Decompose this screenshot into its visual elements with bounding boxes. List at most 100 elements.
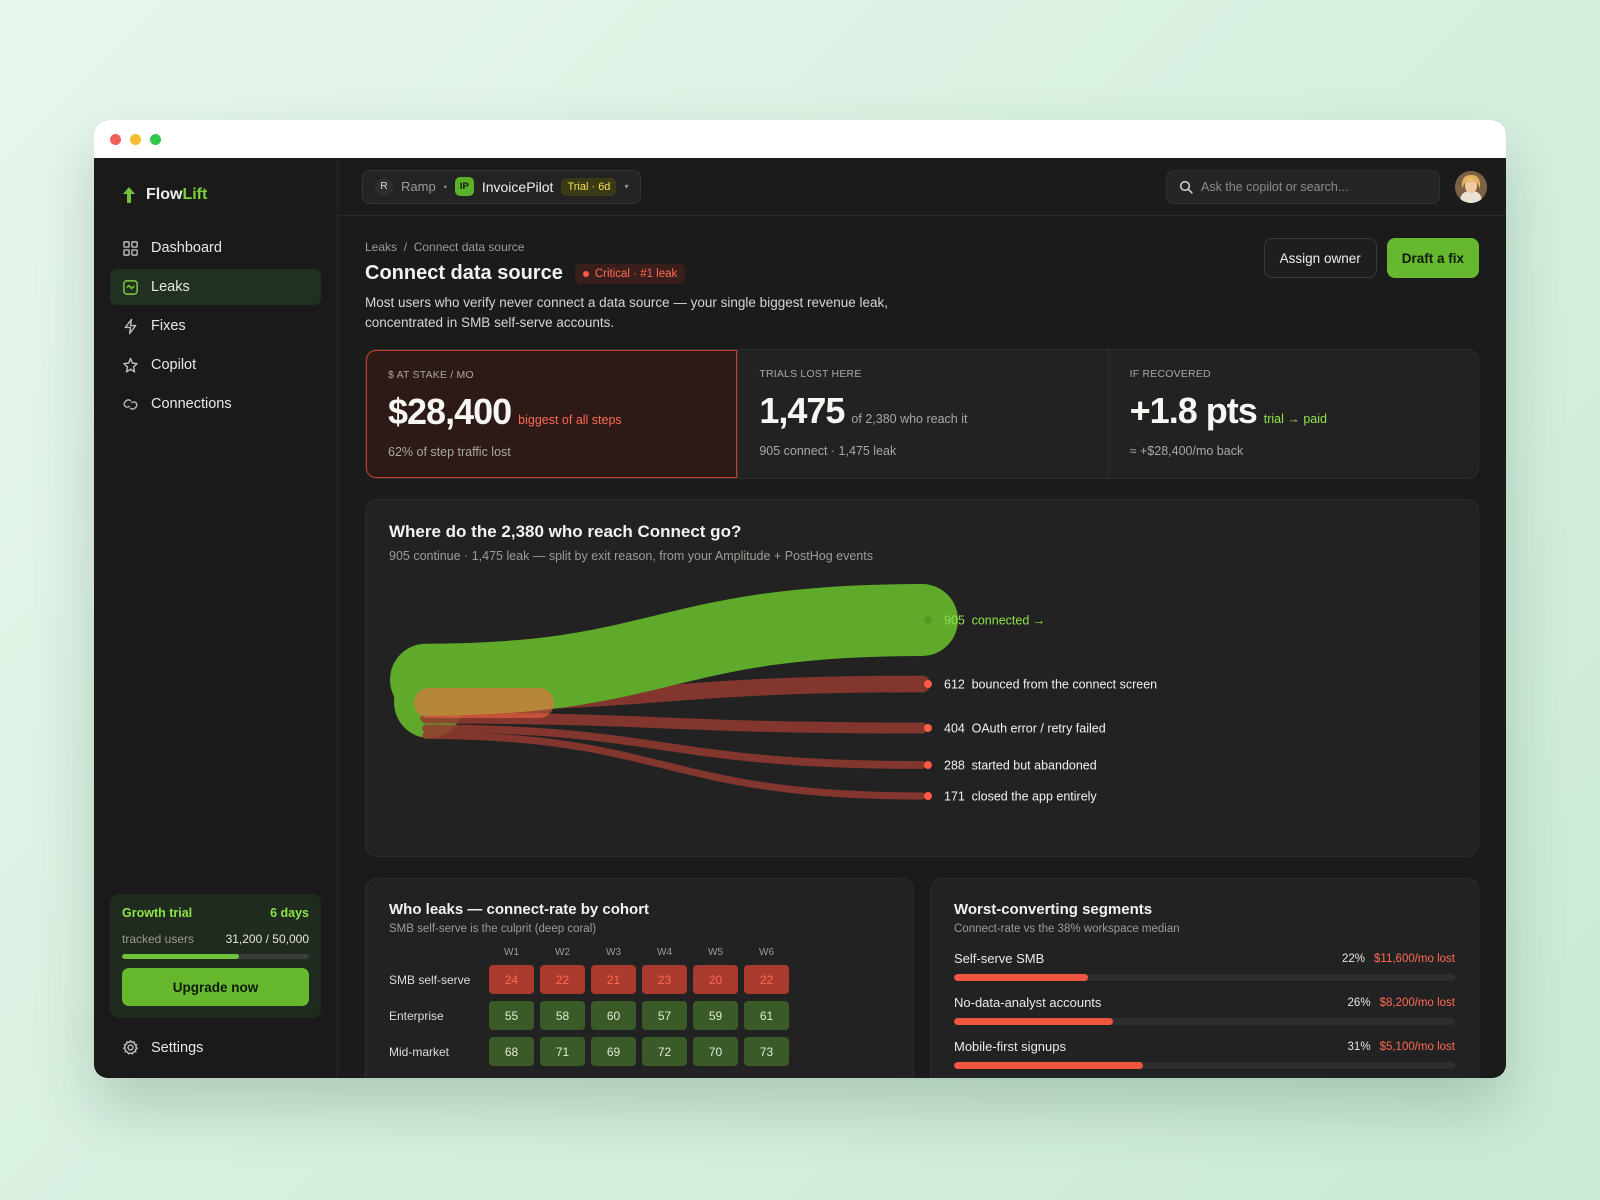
segment-lost: $5,100/mo lost [1379,1040,1455,1053]
assign-owner-button[interactable]: Assign owner [1263,238,1377,278]
segment-bar-fill [954,974,1089,981]
flow-subtitle: 905 continue · 1,475 leak — split by exi… [389,549,873,563]
sparkle-icon [123,357,138,373]
close-window-button[interactable] [110,133,121,145]
bolt-icon [124,318,137,334]
sidebar-item-settings[interactable]: Settings [122,1039,203,1056]
stat-at-stake: $ AT STAKE / MO $28,400 biggest of all s… [366,350,738,478]
sidebar: FlowLift Dashboard Leaks Fixes Copilot [94,158,338,1078]
heatmap-cell[interactable]: 22 [744,965,789,994]
segment-bar [954,974,1455,981]
flow-endpoint-dot [924,761,932,769]
heatmap-cell[interactable]: 69 [591,1037,636,1066]
heatmap-cell[interactable]: 58 [540,1001,585,1030]
stat-aside: of 2,380 who reach it [851,412,968,426]
heatmap-cell[interactable]: 55 [489,1001,534,1030]
sidebar-item-connections[interactable]: Connections [110,386,321,422]
heatmap-cell[interactable]: 68 [489,1037,534,1066]
stat-trials-lost: TRIALS LOST HERE 1,475 of 2,380 who reac… [737,350,1107,478]
flow-branch-count: 404 [944,722,965,736]
cohort-title: Who leaks — connect-rate by cohort [389,901,650,918]
segment-lost: $11,600/mo lost [1374,952,1455,965]
heatmap-cell[interactable]: 21 [591,965,636,994]
minimize-window-button[interactable] [130,133,141,145]
sidebar-item-label: Fixes [151,318,186,334]
sidebar-item-dashboard[interactable]: Dashboard [110,230,321,266]
heatmap-cell[interactable]: 61 [744,1001,789,1030]
gear-icon [122,1039,139,1055]
draft-fix-button[interactable]: Draft a fix [1386,238,1479,278]
flow-branch-5 [422,731,926,800]
sidebar-item-copilot[interactable]: Copilot [110,347,321,383]
flow-branch-count: 905 [944,614,965,628]
flow-card: 905 connected → 612 bounced from the connec… [365,499,1479,857]
stat-aside: biggest of all steps [518,413,622,427]
logo[interactable]: FlowLift [110,180,321,210]
maximize-window-button[interactable] [150,133,161,145]
heatmap-cell[interactable]: 22 [540,965,585,994]
heatmap-week-label: W1 [504,947,519,958]
sidebar-item-label: Leaks [151,279,190,295]
heatmap-row-label: Enterprise [389,1008,444,1023]
segment-row[interactable]: No-data-analyst accounts 26% $8,200/mo los… [954,995,1455,1025]
cohort-heatmap: W1 W2 W3 W4 W5 W6 SMB self-serve 24 22 21 23 20 22 En… [389,947,890,1066]
heatmap-cell[interactable]: 60 [591,1001,636,1030]
search-icon [1179,180,1193,194]
heatmap-cell[interactable]: 59 [693,1001,738,1030]
segment-name: Mobile-first signups [954,1039,1066,1054]
heatmap-week-label: W2 [555,947,570,958]
breadcrumb[interactable]: Leaks / Connect data source [365,240,525,254]
heatmap-cell[interactable]: 20 [693,965,738,994]
heatmap-cell[interactable]: 23 [642,965,687,994]
flow-endpoint-dot [924,792,932,800]
heatmap-cell[interactable]: 70 [693,1037,738,1066]
segments-subtitle: Connect-rate vs the 38% workspace median [954,923,1180,935]
segment-row[interactable]: Mobile-first signups 31% $5,100/mo lost [954,1039,1455,1069]
segment-bar [954,1062,1455,1069]
page-title: Connect data source [365,262,563,284]
search-input[interactable] [1201,180,1421,194]
status-badge-label: Critical · #1 leak [594,267,678,280]
cohort-card: Who leaks — connect-rate by cohort SMB s… [365,878,914,1078]
logo-text-accent: Lift [182,186,208,203]
heatmap-cell[interactable]: 72 [642,1037,687,1066]
org-avatar: R [375,177,393,196]
segment-name: Self-serve SMB [954,951,1045,966]
segment-row[interactable]: Self-serve SMB 22% $11,600/mo lost [954,951,1455,981]
heatmap-cell[interactable]: 73 [744,1037,789,1066]
heatmap-week-label: W5 [708,947,723,958]
stat-label: $ AT STAKE / MO [388,369,474,381]
flow-branch-count: 288 [944,759,965,773]
stat-label: TRIALS LOST HERE [759,368,862,380]
heatmap-row-label: Mid-market [389,1044,450,1059]
flow-branch-4 [422,724,926,769]
bottom-cards: Who leaks — connect-rate by cohort SMB s… [365,878,1479,1078]
critical-dot-icon [582,270,589,277]
sidebar-item-leaks[interactable]: Leaks [110,269,321,305]
segments-title: Worst-converting segments [954,901,1153,918]
heatmap-week-label: W6 [759,947,774,958]
stat-sub: 62% of step traffic lost [388,445,511,459]
segment-bar-fill [954,1018,1113,1025]
settings-label: Settings [151,1039,204,1056]
cohort-subtitle: SMB self-serve is the culprit (deep cora… [389,923,597,935]
org-name: Ramp [401,179,436,194]
upgrade-button[interactable]: Upgrade now [122,968,309,1006]
chevron-down-icon: ▾ [624,182,629,191]
flow-branch-label: OAuth error / retry failed [972,722,1106,736]
heatmap-cell[interactable]: 24 [489,965,534,994]
flow-branch-count: 612 [944,678,965,692]
heatmap-week-label: W4 [657,947,672,958]
trial-title: Growth trial [122,906,193,920]
heatmap-cell[interactable]: 71 [540,1037,585,1066]
sidebar-item-fixes[interactable]: Fixes [110,308,321,344]
segments-card: Worst-converting segments Connect-rate v… [930,878,1479,1078]
workspace-switcher[interactable]: R Ramp • IP InvoicePilot Trial · 6d ▾ [362,169,642,204]
search-bar[interactable] [1166,170,1440,204]
heatmap-cell[interactable]: 57 [642,1001,687,1030]
sidebar-nav: Dashboard Leaks Fixes Copilot Connection… [110,230,321,422]
flow-branch-label: connected → [972,614,1046,628]
stat-sub: 905 connect · 1,475 leak [759,444,897,458]
avatar[interactable] [1455,171,1487,203]
leak-icon [123,279,138,295]
